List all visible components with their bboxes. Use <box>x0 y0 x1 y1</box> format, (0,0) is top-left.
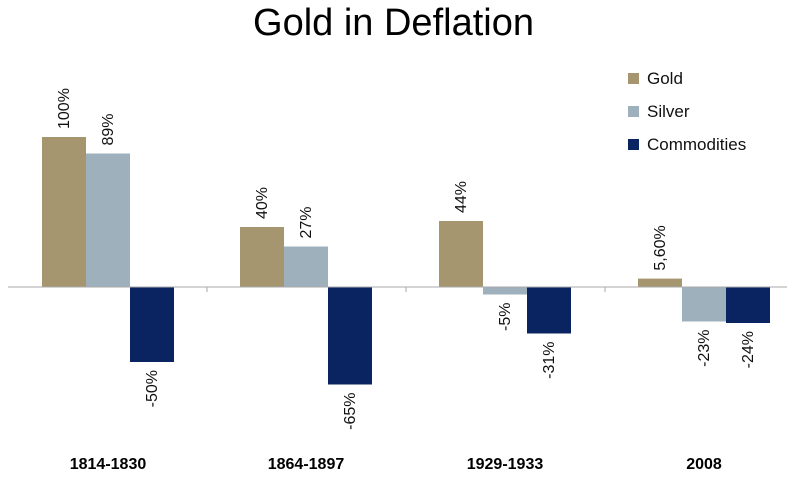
bar-silver-2008 <box>682 287 726 322</box>
chart-title: Gold in Deflation <box>253 2 534 44</box>
category-label-1864-1897: 1864-1897 <box>268 456 345 473</box>
data-label-gold-1929-1933: 44% <box>453 181 470 213</box>
data-label-gold-1864-1897: 40% <box>254 187 271 219</box>
legend-swatch-commodities <box>628 139 639 150</box>
data-label-commodities-1814-1830: -50% <box>144 370 161 407</box>
legend-item-gold: Gold <box>628 62 746 95</box>
bar-gold-1814-1830 <box>42 137 86 287</box>
legend: Gold Silver Commodities <box>628 62 746 161</box>
category-label-2008: 2008 <box>686 456 722 473</box>
bar-commodities-1929-1933 <box>527 287 571 334</box>
data-label-commodities-1929-1933: -31% <box>541 342 558 379</box>
data-labels: 100% 89% -50% 40% 27% -65% 44% -5% -31% 5,60% -23%… <box>56 88 757 430</box>
bar-commodities-1814-1830 <box>130 287 174 362</box>
data-label-silver-1864-1897: 27% <box>298 206 315 238</box>
bar-gold-1864-1897 <box>240 227 284 287</box>
bar-commodities-2008 <box>726 287 770 323</box>
data-label-gold-1814-1830: 100% <box>56 88 73 129</box>
data-label-commodities-2008: -24% <box>740 331 757 368</box>
legend-item-silver: Silver <box>628 95 746 128</box>
bar-gold-2008 <box>638 278 682 287</box>
data-label-silver-2008: -23% <box>696 330 713 367</box>
data-label-commodities-1864-1897: -65% <box>342 393 359 430</box>
category-label-1814-1830: 1814-1830 <box>70 456 147 473</box>
legend-swatch-gold <box>628 73 639 84</box>
bar-commodities-1864-1897 <box>328 287 372 385</box>
data-label-gold-2008: 5,60% <box>652 225 669 270</box>
data-label-silver-1814-1830: 89% <box>100 113 117 145</box>
data-label-silver-1929-1933: -5% <box>497 303 514 331</box>
legend-label-commodities: Commodities <box>647 134 747 154</box>
legend-label-silver: Silver <box>647 101 690 121</box>
bar-silver-1864-1897 <box>284 246 328 287</box>
legend-item-commodities: Commodities <box>628 128 746 161</box>
category-label-1929-1933: 1929-1933 <box>467 456 544 473</box>
legend-swatch-silver <box>628 106 639 117</box>
legend-label-gold: Gold <box>647 68 683 88</box>
axis-ticks <box>206 287 606 292</box>
bars-layer <box>42 137 770 385</box>
bar-gold-1929-1933 <box>439 221 483 287</box>
bar-silver-1929-1933 <box>483 287 527 295</box>
bar-silver-1814-1830 <box>86 153 130 287</box>
category-labels: 1814-1830 1864-1897 1929-1933 2008 <box>70 456 722 473</box>
